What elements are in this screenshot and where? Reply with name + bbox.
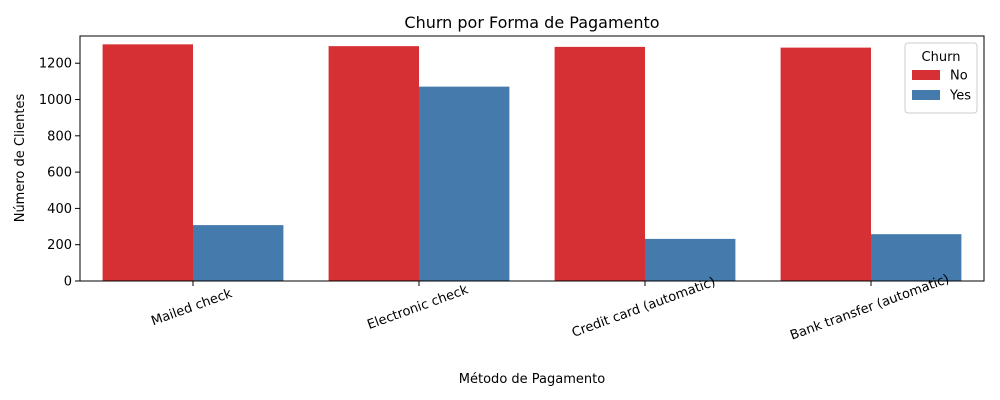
y-tick-label: 600 [47, 166, 72, 181]
bar-no-2 [554, 46, 645, 282]
legend: Churn No Yes [904, 42, 978, 114]
plot-frame [79, 35, 985, 282]
legend-label-yes: Yes [949, 89, 971, 104]
bar-no-3 [780, 47, 871, 282]
x-tick-label: Mailed check [149, 286, 234, 329]
x-axis: Mailed check Electronic check Credit card … [149, 272, 951, 344]
legend-entries: No Yes [912, 69, 971, 104]
bar-yes-1 [419, 86, 510, 281]
y-tick-label: 0 [64, 275, 72, 290]
legend-title: Churn [922, 50, 961, 65]
y-tick-label: 400 [47, 202, 72, 217]
y-tick-label: 1000 [39, 93, 72, 108]
bar-no-1 [328, 46, 419, 281]
bar-yes-2 [645, 238, 736, 281]
bar-no-0 [102, 44, 193, 282]
y-axis-label: Número de Clientes [13, 93, 28, 222]
bar-yes-0 [193, 225, 284, 281]
bar-yes-3 [871, 234, 962, 281]
legend-swatch-no [912, 70, 940, 80]
x-axis-label: Método de Pagamento [459, 372, 605, 387]
x-tick-label: Bank transfer (automatic) [788, 272, 951, 344]
bars [102, 44, 962, 282]
y-tick-label: 1200 [39, 57, 72, 72]
legend-swatch-yes [912, 90, 940, 100]
x-tick-label: Credit card (automatic) [570, 275, 718, 341]
legend-label-no: No [950, 69, 968, 84]
y-tick-label: 200 [47, 238, 72, 253]
y-tick-label: 800 [47, 129, 72, 144]
x-tick-label: Electronic check [365, 282, 470, 333]
y-axis: 0 200 400 600 800 1000 1200 [39, 57, 80, 290]
chart-title: Churn por Forma de Pagamento [404, 13, 659, 32]
